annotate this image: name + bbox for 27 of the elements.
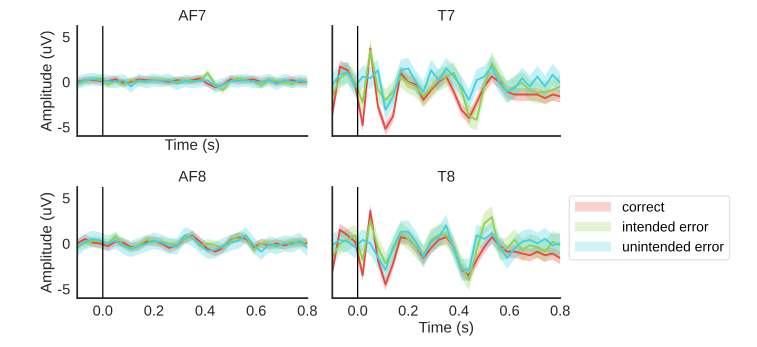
x-tick-label: 0.2 bbox=[144, 305, 164, 316]
x-tick-label: 0.4 bbox=[195, 305, 215, 316]
legend-label: correct bbox=[622, 202, 664, 212]
y-tick-label: 5 bbox=[62, 193, 70, 204]
x-tick-label: 0.8 bbox=[550, 305, 570, 316]
x-tick-label: 0.2 bbox=[398, 305, 418, 316]
legend-label: intended error bbox=[623, 221, 708, 232]
x-tick-label: 0.6 bbox=[246, 305, 266, 316]
chart-title: T8 bbox=[438, 170, 454, 182]
x-tick-label: 0.6 bbox=[500, 305, 520, 316]
x-axis-title: Time (s) bbox=[418, 321, 474, 336]
legend-label: unintended error bbox=[622, 241, 724, 252]
y-tick-label: 5 bbox=[62, 32, 70, 42]
chart-title: AF7 bbox=[178, 10, 206, 20]
x-tick-label: 0.0 bbox=[348, 305, 368, 316]
y-tick-label: -5 bbox=[58, 284, 70, 294]
y-axis-title: Amplitude (uV) bbox=[40, 192, 55, 294]
x-axis-title: Time (s) bbox=[164, 138, 220, 154]
chart-title: AF8 bbox=[178, 170, 206, 182]
y-tick-label: 0 bbox=[62, 77, 70, 88]
y-axis-title: Amplitude (uV) bbox=[40, 31, 55, 132]
chart-title: T7 bbox=[438, 10, 454, 20]
x-tick-label: 0.0 bbox=[93, 305, 112, 316]
y-tick-label: -5 bbox=[58, 122, 70, 132]
y-tick-label: 0 bbox=[62, 238, 70, 249]
x-tick-label: 0.4 bbox=[449, 305, 469, 316]
x-tick-label: 0.8 bbox=[298, 305, 317, 316]
